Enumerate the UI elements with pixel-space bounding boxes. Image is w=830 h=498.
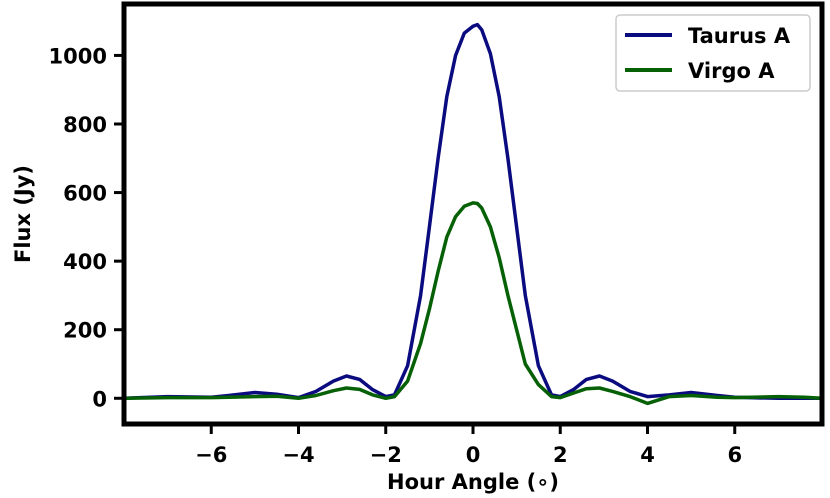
y-tick-label: 800 <box>63 113 107 137</box>
y-axis: 0 200 400 600 800 1000 <box>49 44 124 411</box>
x-tick-label: −6 <box>195 443 227 467</box>
legend: Taurus A Virgo A <box>615 14 811 92</box>
x-tick-label: 2 <box>553 443 568 467</box>
x-tick-label: 0 <box>466 443 481 467</box>
series-line-virgo-a <box>124 201 822 406</box>
x-tick-label: −2 <box>370 443 402 467</box>
legend-label-virgo-a: Virgo A <box>688 59 775 83</box>
series-line-taurus-a <box>124 22 822 401</box>
y-tick-label: 600 <box>63 182 107 206</box>
x-tick-label: 6 <box>727 443 742 467</box>
x-axis: −6 −4 −2 0 2 4 6 <box>195 424 742 467</box>
y-tick-label: 200 <box>63 319 107 343</box>
x-tick-label: −4 <box>282 443 314 467</box>
series-layer <box>124 22 822 406</box>
x-tick-label: 4 <box>640 443 655 467</box>
x-axis-label: Hour Angle (∘) <box>387 470 559 494</box>
y-tick-label: 400 <box>63 250 107 274</box>
y-tick-label: 0 <box>92 387 107 411</box>
y-tick-label: 1000 <box>49 44 107 68</box>
legend-label-taurus-a: Taurus A <box>688 24 791 48</box>
y-axis-label: Flux (Jy) <box>11 165 35 263</box>
